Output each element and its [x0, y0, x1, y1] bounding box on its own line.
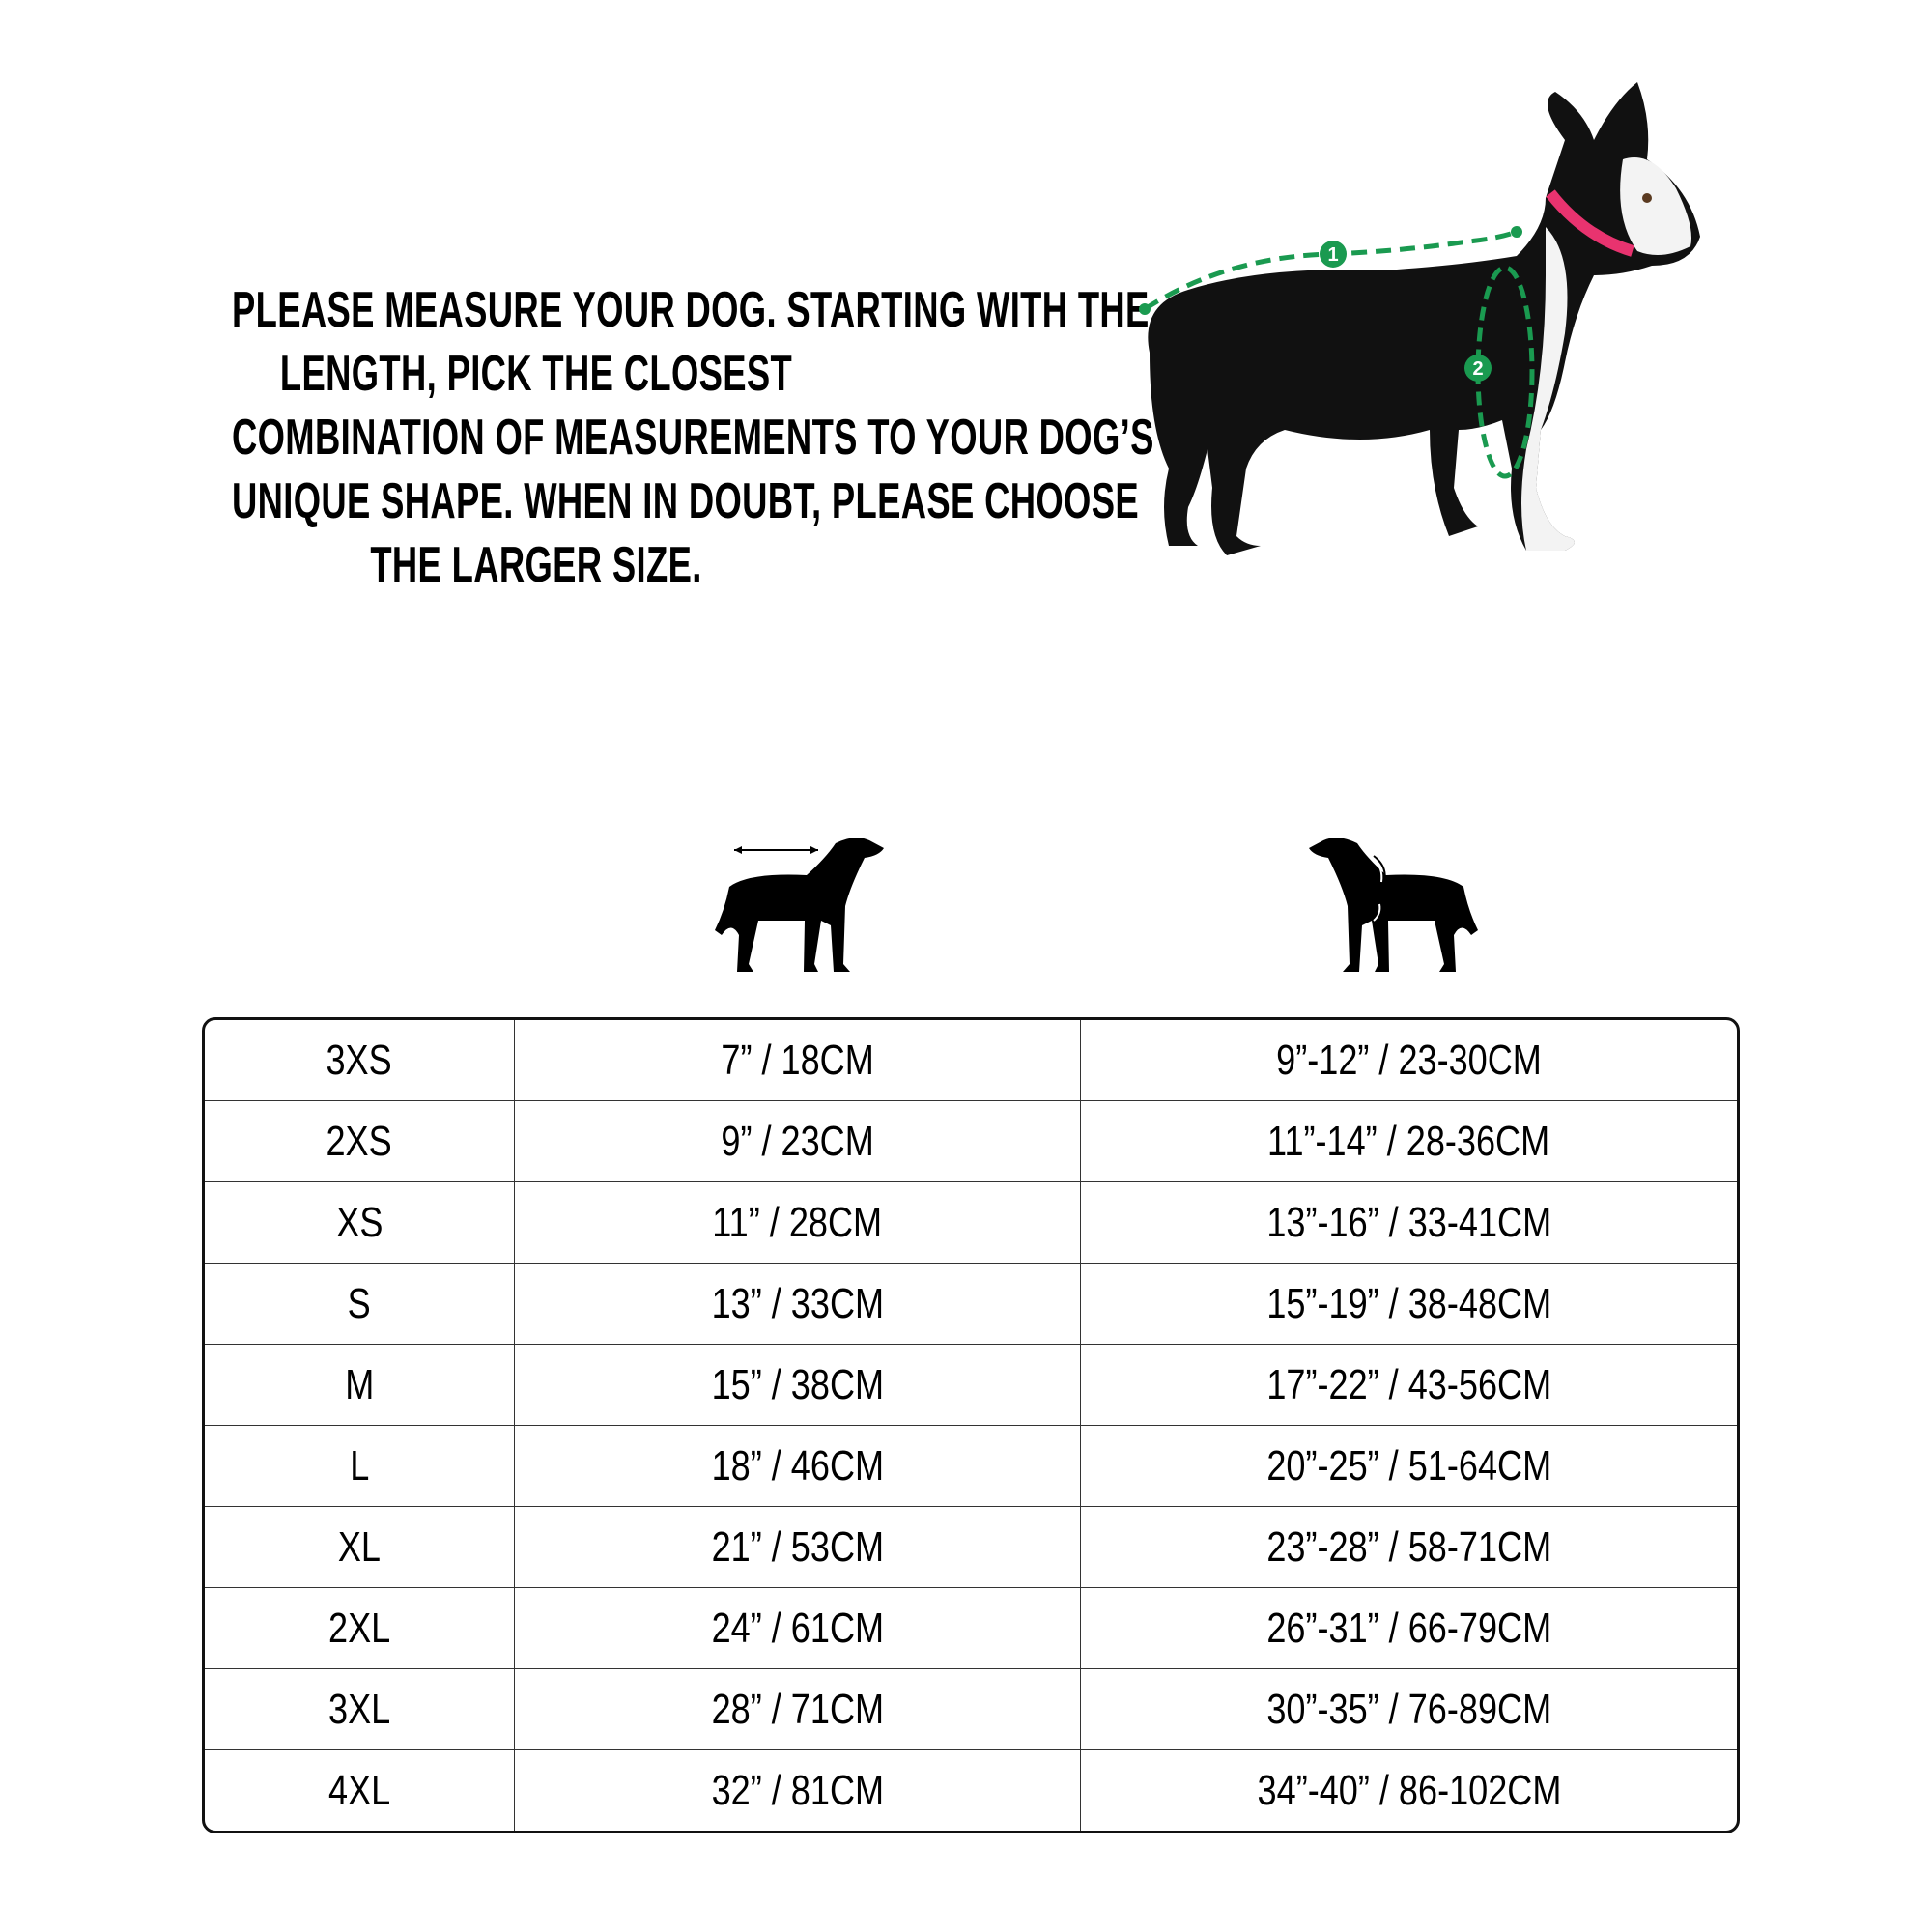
marker-2: 2	[1464, 355, 1492, 382]
chest-cell-text: 30”-35” / 76-89CM	[1266, 1685, 1551, 1733]
size-cell-text: XL	[337, 1522, 382, 1571]
length-cell-text: 9” / 23CM	[721, 1117, 874, 1165]
size-cell: 3XL	[205, 1669, 515, 1750]
length-cell: 28” / 71CM	[515, 1669, 1081, 1750]
length-cell: 24” / 61CM	[515, 1588, 1081, 1669]
chest-cell-text: 9”-12” / 23-30CM	[1276, 1036, 1542, 1084]
chest-cell-text: 34”-40” / 86-102CM	[1257, 1766, 1561, 1814]
length-cell-text: 32” / 81CM	[711, 1766, 884, 1814]
size-cell: 4XL	[205, 1750, 515, 1831]
length-cell-text: 15” / 38CM	[711, 1360, 884, 1408]
size-cell-text: 2XS	[326, 1117, 393, 1165]
length-cell: 32” / 81CM	[515, 1750, 1081, 1831]
instruction-line: THE LARGER SIZE.	[370, 537, 702, 593]
table-row: 3XL 28” / 71CM 30”-35” / 76-89CM	[205, 1669, 1737, 1750]
size-cell-text: M	[344, 1360, 375, 1408]
chest-cell-text: 26”-31” / 66-79CM	[1266, 1604, 1551, 1652]
size-cell: M	[205, 1345, 515, 1426]
chest-cell-text: 20”-25” / 51-64CM	[1266, 1441, 1551, 1490]
chest-cell: 20”-25” / 51-64CM	[1081, 1426, 1737, 1507]
chest-cell-text: 23”-28” / 58-71CM	[1266, 1522, 1551, 1571]
size-cell: XS	[205, 1182, 515, 1264]
length-cell: 7” / 18CM	[515, 1020, 1081, 1101]
size-cell: L	[205, 1426, 515, 1507]
length-cell: 21” / 53CM	[515, 1507, 1081, 1588]
chest-cell: 15”-19” / 38-48CM	[1081, 1264, 1737, 1345]
chest-cell: 11”-14” / 28-36CM	[1081, 1101, 1737, 1182]
table-row: XL 21” / 53CM 23”-28” / 58-71CM	[205, 1507, 1737, 1588]
size-chart-table: 3XS 7” / 18CM 9”-12” / 23-30CM 2XS 9” / 23CM…	[202, 1017, 1740, 1833]
chest-cell: 13”-16” / 33-41CM	[1081, 1182, 1737, 1264]
dog-length-icon	[715, 838, 884, 972]
chest-cell: 17”-22” / 43-56CM	[1081, 1345, 1737, 1426]
length-cell: 15” / 38CM	[515, 1345, 1081, 1426]
length-cell-text: 13” / 33CM	[711, 1279, 884, 1327]
table-row: L 18” / 46CM 20”-25” / 51-64CM	[205, 1426, 1737, 1507]
svg-text:2: 2	[1472, 358, 1483, 380]
length-cell-text: 24” / 61CM	[711, 1604, 884, 1652]
table-row: M 15” / 38CM 17”-22” / 43-56CM	[205, 1345, 1737, 1426]
table-row: 3XS 7” / 18CM 9”-12” / 23-30CM	[205, 1020, 1737, 1101]
length-cell-text: 11” / 28CM	[712, 1198, 883, 1246]
table-row: XS 11” / 28CM 13”-16” / 33-41CM	[205, 1182, 1737, 1264]
chest-cell-text: 15”-19” / 38-48CM	[1266, 1279, 1551, 1327]
chest-cell: 26”-31” / 66-79CM	[1081, 1588, 1737, 1669]
size-cell: 2XL	[205, 1588, 515, 1669]
marker-1: 1	[1320, 241, 1347, 268]
length-cell: 13” / 33CM	[515, 1264, 1081, 1345]
chest-cell-text: 13”-16” / 33-41CM	[1266, 1198, 1551, 1246]
size-cell-text: S	[347, 1279, 372, 1327]
size-cell-text: 3XS	[326, 1036, 393, 1084]
instruction-line: PLEASE MEASURE YOUR DOG. STARTING WITH T…	[232, 282, 1150, 338]
size-cell: 2XS	[205, 1101, 515, 1182]
size-cell: S	[205, 1264, 515, 1345]
size-cell-text: L	[349, 1441, 370, 1490]
table-row: S 13” / 33CM 15”-19” / 38-48CM	[205, 1264, 1737, 1345]
length-cell-text: 18” / 46CM	[711, 1441, 884, 1490]
chest-cell: 34”-40” / 86-102CM	[1081, 1750, 1737, 1831]
dog-measurement-photo: 1 2	[1139, 82, 1700, 555]
instruction-line: LENGTH, PICK THE CLOSEST	[279, 346, 793, 402]
chest-cell: 9”-12” / 23-30CM	[1081, 1020, 1737, 1101]
length-cell: 9” / 23CM	[515, 1101, 1081, 1182]
size-cell: XL	[205, 1507, 515, 1588]
length-cell: 11” / 28CM	[515, 1182, 1081, 1264]
measuring-instructions: PLEASE MEASURE YOUR DOG. STARTING WITH T…	[101, 278, 1154, 597]
size-cell-text: XS	[335, 1198, 384, 1246]
instruction-line: UNIQUE SHAPE. WHEN IN DOUBT, PLEASE CHOO…	[232, 473, 1139, 529]
instruction-line: COMBINATION OF MEASUREMENTS TO YOUR DOG’…	[232, 410, 1154, 466]
chest-cell-text: 17”-22” / 43-56CM	[1266, 1360, 1551, 1408]
chest-cell: 30”-35” / 76-89CM	[1081, 1669, 1737, 1750]
dog-chest-icon	[1309, 838, 1478, 972]
svg-text:1: 1	[1327, 244, 1338, 266]
chest-cell: 23”-28” / 58-71CM	[1081, 1507, 1737, 1588]
table-row: 2XS 9” / 23CM 11”-14” / 28-36CM	[205, 1101, 1737, 1182]
length-cell-text: 21” / 53CM	[711, 1522, 884, 1571]
length-cell: 18” / 46CM	[515, 1426, 1081, 1507]
size-cell: 3XS	[205, 1020, 515, 1101]
size-cell-text: 4XL	[327, 1766, 391, 1814]
size-cell-text: 2XL	[327, 1604, 391, 1652]
length-cell-text: 28” / 71CM	[711, 1685, 884, 1733]
length-cell-text: 7” / 18CM	[721, 1036, 874, 1084]
table-row: 2XL 24” / 61CM 26”-31” / 66-79CM	[205, 1588, 1737, 1669]
chest-cell-text: 11”-14” / 28-36CM	[1267, 1117, 1550, 1165]
table-row: 4XL 32” / 81CM 34”-40” / 86-102CM	[205, 1750, 1737, 1831]
size-cell-text: 3XL	[327, 1685, 391, 1733]
